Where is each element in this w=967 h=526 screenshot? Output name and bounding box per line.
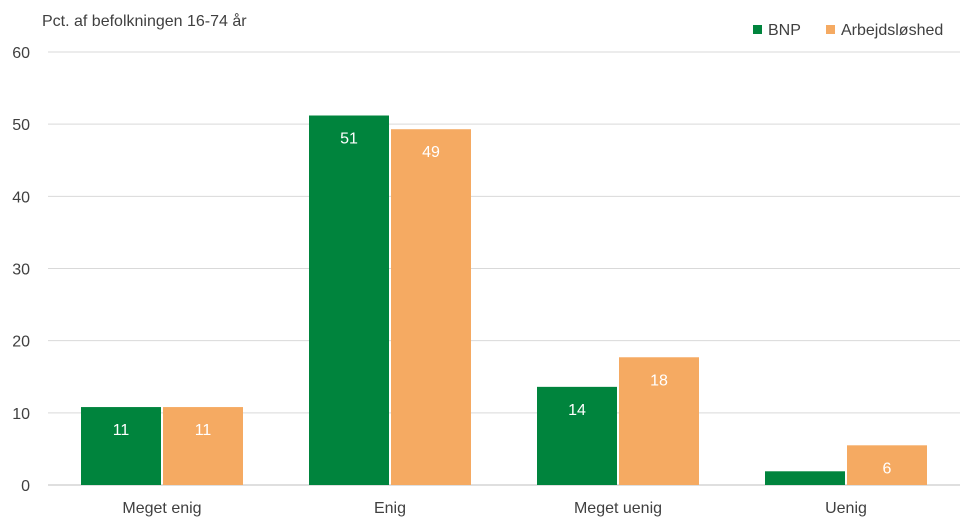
x-tick-label: Meget uenig <box>574 500 662 517</box>
y-tick-label: 30 <box>12 262 30 279</box>
bar-arbejdsløshed <box>391 129 471 486</box>
legend-label: Arbejdsløshed <box>841 22 943 39</box>
y-tick-label: 60 <box>12 45 30 62</box>
data-label: 11 <box>195 422 212 439</box>
y-tick-label: 0 <box>21 478 30 495</box>
x-axis-ticks: Meget enig Enig Meget uenig Uenig <box>122 500 866 517</box>
bar-bnp <box>81 407 161 485</box>
y-tick-label: 10 <box>12 406 30 423</box>
y-tick-label: 20 <box>12 334 30 351</box>
legend-swatch <box>826 25 835 34</box>
data-label: 49 <box>422 144 440 161</box>
bar-bnp <box>765 471 845 485</box>
data-label: 14 <box>568 402 586 419</box>
bar-bnp <box>309 115 389 486</box>
data-label: 18 <box>650 372 668 389</box>
y-axis-label: Pct. af befolkningen 16-74 år <box>42 12 247 30</box>
bar-arbejdsløshed <box>847 445 927 485</box>
bar-arbejdsløshed <box>619 357 699 485</box>
x-tick-label: Uenig <box>825 500 867 517</box>
y-tick-label: 50 <box>12 117 30 134</box>
data-label: 51 <box>340 131 358 148</box>
bar-arbejdsløshed <box>163 407 243 485</box>
x-tick-label: Meget enig <box>122 500 201 517</box>
bar-bnp <box>537 386 617 485</box>
legend-swatch <box>753 25 762 34</box>
data-label: 11 <box>113 422 130 439</box>
x-tick-label: Enig <box>374 500 406 517</box>
data-label: 6 <box>883 460 892 477</box>
bars: 11 11 51 49 14 18 6 <box>81 115 927 486</box>
y-axis-ticks: 0 10 20 30 40 50 60 <box>12 45 30 495</box>
legend: BNP Arbejdsløshed <box>753 22 943 39</box>
legend-label: BNP <box>768 22 801 39</box>
y-tick-label: 40 <box>12 189 30 206</box>
